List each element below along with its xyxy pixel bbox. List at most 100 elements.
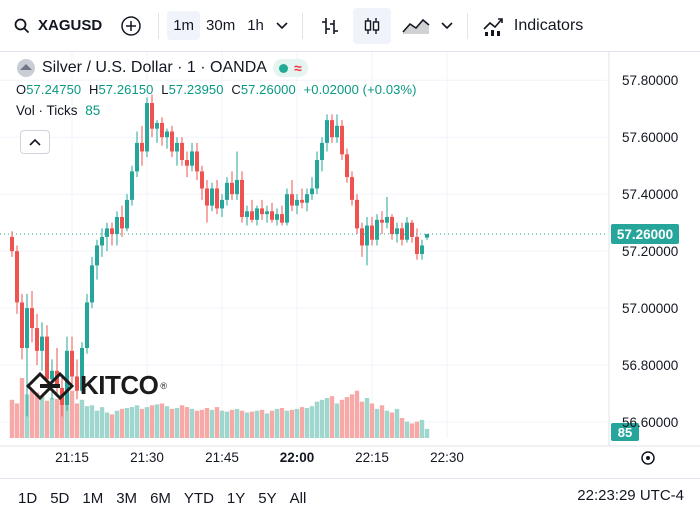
compare-symbol-button[interactable] — [112, 8, 150, 44]
candle-body — [275, 214, 279, 220]
candlestick-icon — [364, 17, 380, 34]
volume-bar — [59, 396, 65, 438]
high-label: H — [88, 82, 99, 97]
candle-body — [405, 222, 409, 240]
volume-bar — [419, 419, 425, 438]
candle-body — [175, 142, 179, 152]
volume-bar — [94, 410, 100, 438]
range-3m-button[interactable]: 3M — [116, 490, 138, 507]
collapse-legend-button[interactable] — [20, 130, 50, 154]
volume-label: Vol · Ticks — [16, 103, 78, 118]
volume-bar — [284, 410, 290, 438]
volume-bar — [234, 408, 240, 438]
volume-bar — [399, 418, 405, 438]
candle-body — [230, 182, 234, 195]
range-ytd-button[interactable]: YTD — [183, 490, 214, 507]
volume-bar — [114, 410, 120, 438]
timezone-clock[interactable]: 22:23:29 UTC-4 — [577, 487, 684, 504]
candle-body — [295, 199, 299, 206]
volume-bar — [309, 406, 315, 438]
volume-bar — [304, 408, 310, 438]
price-axis[interactable]: 57.80000 57.60000 57.40000 57.20000 57.00000… — [622, 73, 678, 430]
candle-body — [165, 131, 169, 138]
candle-body — [260, 208, 264, 215]
area-chart-type-button[interactable] — [397, 8, 435, 44]
market-status-badge[interactable]: ≈ — [272, 59, 308, 77]
volume-bar — [334, 403, 340, 438]
volume-bars — [9, 378, 430, 438]
range-all-button[interactable]: All — [289, 490, 307, 507]
candle-body — [65, 350, 69, 405]
time-axis[interactable]: 21:15 21:30 21:45 22:00 22:15 22:30 — [55, 450, 655, 465]
candle-body — [190, 151, 194, 166]
volume-value: 85 — [85, 103, 101, 118]
candle-body — [145, 103, 149, 152]
range-5d-button[interactable]: 5D — [50, 490, 70, 507]
volume-bar — [229, 409, 235, 438]
volume-bar — [414, 421, 420, 438]
volume-bar — [194, 410, 200, 438]
gear-hub — [646, 456, 650, 460]
range-1d-button[interactable]: 1D — [18, 490, 38, 507]
candle-body — [80, 348, 84, 391]
range-5y-button[interactable]: 5Y — [258, 490, 277, 507]
candle-body — [225, 182, 229, 200]
settings-gear-icon[interactable] — [641, 451, 655, 465]
range-1y-button[interactable]: 1Y — [226, 490, 246, 507]
volume-bar — [354, 390, 360, 438]
bottom-toolbar: 1D 5D 1M 3M 6M YTD 1Y 5Y All 22:23:29 UT… — [0, 478, 700, 518]
candle-body — [220, 199, 224, 209]
candle-body — [350, 177, 354, 200]
candle-body — [395, 228, 399, 235]
candle-body — [270, 211, 274, 220]
volume-bar — [39, 396, 45, 438]
candle-chart-type-button[interactable] — [352, 7, 391, 44]
interval-1m-button[interactable]: 1m — [167, 11, 201, 40]
registered-mark: ® — [160, 380, 168, 391]
interval-1h-button[interactable]: 1h — [247, 17, 264, 34]
volume-bar — [49, 398, 55, 438]
volume-bar — [44, 400, 50, 438]
time-tick-label: 22:15 — [355, 450, 389, 465]
candle-body — [130, 171, 134, 200]
symbol-search[interactable]: XAGUSD — [14, 17, 102, 34]
kitco-logo-icon — [26, 371, 75, 400]
volume-bar — [159, 403, 165, 438]
volume-bar — [274, 408, 280, 438]
volume-bar — [299, 407, 305, 438]
range-1m-button[interactable]: 1M — [82, 490, 104, 507]
candle-body — [200, 171, 204, 189]
candle-body — [335, 125, 339, 138]
candle-body — [420, 245, 424, 254]
candle-body — [305, 194, 309, 203]
last-volume-tag-label: 85 — [618, 425, 632, 440]
last-price-tag-label: 57.26000 — [617, 227, 673, 242]
candle-body — [70, 350, 74, 377]
candle-body — [155, 122, 159, 129]
candle-body — [325, 120, 329, 143]
chart-type-dropdown-button[interactable] — [435, 16, 459, 36]
candle-body — [35, 328, 39, 351]
search-icon — [14, 18, 30, 34]
price-tick-label: 56.80000 — [622, 358, 678, 373]
volume-bar — [54, 398, 60, 438]
candle-body — [205, 188, 209, 206]
kitco-wordmark: KITCO — [80, 370, 159, 400]
interval-dropdown-button[interactable] — [270, 16, 294, 36]
volume-bar — [319, 399, 325, 438]
candle-body — [240, 179, 244, 217]
time-tick-label: 21:15 — [55, 450, 89, 465]
candle-body — [75, 376, 79, 391]
time-tick-label: 22:00 — [280, 450, 315, 465]
price-chart[interactable]: 57.26000 85 57.80000 57.60000 57.40000 57.20… — [0, 52, 700, 478]
candle-body — [125, 199, 129, 229]
candle-body — [50, 370, 54, 380]
bar-chart-type-button[interactable] — [311, 8, 349, 44]
range-6m-button[interactable]: 6M — [150, 490, 171, 507]
volume-bar — [314, 401, 320, 438]
candle-body — [135, 142, 139, 172]
volume-bar — [344, 397, 350, 438]
symbol-label: XAGUSD — [38, 17, 103, 34]
interval-30m-button[interactable]: 30m — [206, 17, 236, 34]
indicators-button[interactable]: Indicators — [482, 15, 583, 37]
